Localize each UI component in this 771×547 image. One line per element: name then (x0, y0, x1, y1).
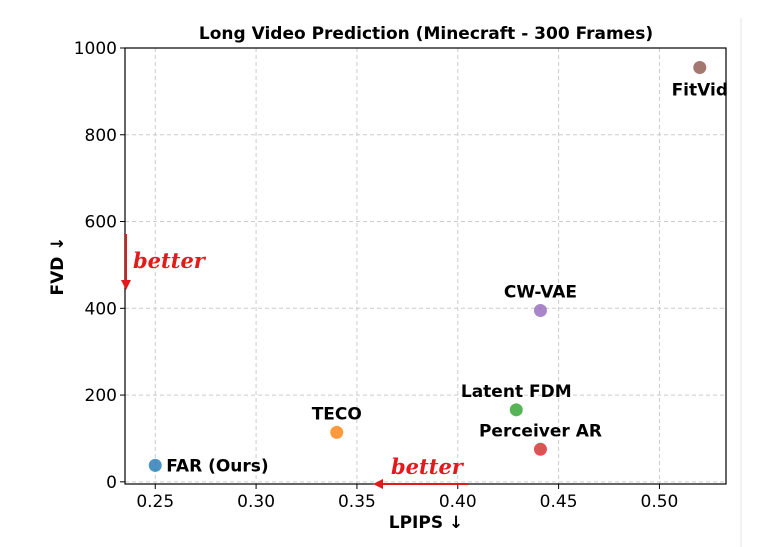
x-axis-ticks: 0.25 0.30 0.35 0.40 0.45 0.50 (136, 484, 678, 512)
x-tick-label: 0.50 (641, 492, 679, 512)
x-tick-label: 0.25 (136, 492, 174, 512)
x-tick-label: 0.45 (540, 492, 578, 512)
y-better-text: better (133, 248, 207, 273)
plot-frame (124, 47, 727, 485)
data-point-label: FitVid (672, 81, 728, 101)
y-better-annotation: better (121, 234, 207, 290)
data-point (509, 403, 523, 417)
y-tick-label: 1000 (74, 39, 117, 59)
x-tick-label: 0.35 (338, 492, 376, 512)
y-tick-label: 600 (85, 213, 117, 233)
data-point-label: CW-VAE (504, 282, 577, 302)
y-axis-label: FVD ↓ (48, 236, 68, 295)
y-axis-ticks: 0 200 400 600 800 1000 (74, 39, 125, 493)
y-tick-label: 0 (106, 473, 117, 493)
y-tick-label: 200 (85, 386, 117, 406)
data-point (533, 442, 547, 456)
data-point-label: FAR (Ours) (166, 456, 268, 476)
data-point (148, 458, 162, 472)
chart-title: Long Video Prediction (Minecraft - 300 F… (199, 24, 653, 44)
x-tick-label: 0.40 (439, 492, 477, 512)
x-axis-label: LPIPS ↓ (389, 513, 463, 533)
x-tick-label: 0.30 (237, 492, 275, 512)
data-point (330, 425, 344, 439)
grid (125, 47, 726, 484)
x-better-annotation: better (373, 454, 468, 489)
data-point (533, 303, 547, 317)
data-point-label: TECO (312, 404, 362, 424)
data-point-label: Latent FDM (461, 382, 572, 402)
data-points: FAR (Ours) TECO Latent FDM Perceiver AR CW-V… (148, 61, 728, 476)
x-better-text: better (391, 454, 465, 479)
y-tick-label: 800 (85, 126, 117, 146)
data-point (693, 61, 707, 75)
y-tick-label: 400 (85, 299, 117, 319)
data-point-label: Perceiver AR (479, 421, 602, 441)
